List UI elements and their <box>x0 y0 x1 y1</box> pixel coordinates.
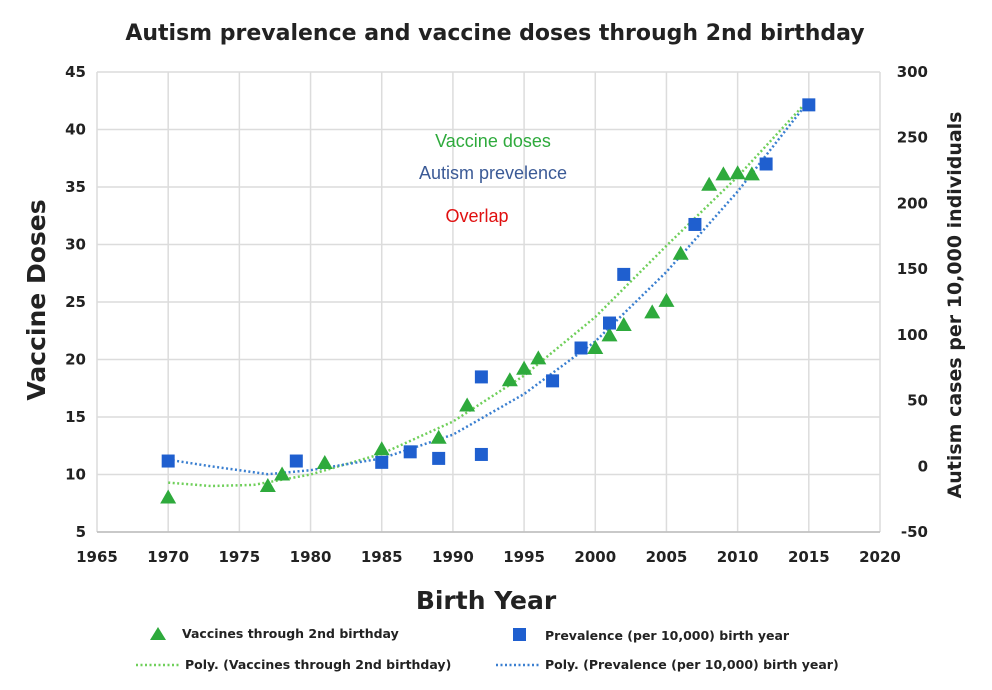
x-axis-title: Birth Year <box>416 586 557 615</box>
prevalence-point <box>759 157 773 171</box>
prevalence-point <box>546 374 560 388</box>
legend-item-poly-vaccines: Poly. (Vaccines through 2nd birthday) <box>136 657 451 672</box>
y-left-tick-label: 40 <box>65 121 86 139</box>
x-tick-label: 1965 <box>76 548 118 566</box>
y-right-tick-label: 50 <box>907 392 928 410</box>
x-tick-label: 1970 <box>147 548 189 566</box>
vaccine-point <box>274 466 291 481</box>
prevalence-point <box>289 454 303 468</box>
y-left-tick-label: 35 <box>65 178 86 196</box>
x-tick-label: 2020 <box>859 548 901 566</box>
y-right-tick-label: 150 <box>897 260 928 278</box>
trendline-vaccines <box>168 98 810 488</box>
trendline-prevalence-path <box>168 100 810 476</box>
prevalence-point <box>474 447 488 461</box>
prevalence-point <box>688 217 702 231</box>
x-tick-label: 1985 <box>361 548 403 566</box>
series-vaccines <box>160 165 760 504</box>
x-tick-label: 1980 <box>290 548 332 566</box>
vaccine-point <box>658 292 675 307</box>
prevalence-point <box>802 98 816 112</box>
y-left-tick-label: 5 <box>76 523 86 541</box>
legend-label-vaccines: Vaccines through 2nd birthday <box>182 626 399 641</box>
trendline-prevalence <box>168 100 810 476</box>
vaccine-point <box>501 372 518 387</box>
vaccine-point <box>587 340 604 354</box>
prevalence-point <box>474 370 488 384</box>
x-tick-label: 2000 <box>574 548 616 566</box>
vaccine-point <box>715 166 732 181</box>
y-left-tick-label: 15 <box>65 408 86 426</box>
chart-title: Autism prevalence and vaccine doses thro… <box>125 21 864 46</box>
vaccine-point <box>459 397 476 412</box>
legend-item-poly-prevalence: Poly. (Prevalence (per 10,000) birth yea… <box>496 657 839 672</box>
y-right-tick-label: -50 <box>901 523 928 541</box>
x-tick-label: 1975 <box>218 548 260 566</box>
prevalence-point <box>375 455 389 469</box>
prevalence-point <box>403 445 417 459</box>
vaccine-point <box>729 165 746 180</box>
y-axis-right: -50 0 50 100 150 200 250 300 <box>897 63 928 541</box>
vaccine-point <box>701 176 718 191</box>
vaccine-point <box>530 350 547 365</box>
prevalence-point <box>617 267 631 281</box>
trendline-vaccines-path <box>168 98 810 488</box>
y-right-tick-label: 100 <box>897 326 928 344</box>
legend-item-vaccines: Vaccines through 2nd birthday <box>150 626 399 641</box>
x-tick-label: 2010 <box>717 548 759 566</box>
prevalence-point <box>161 454 175 468</box>
vaccine-point <box>259 478 276 492</box>
legend-item-prevalence: Prevalence (per 10,000) birth year <box>513 628 790 643</box>
y-right-tick-label: 300 <box>897 63 928 81</box>
x-tick-label: 2005 <box>646 548 688 566</box>
y-right-tick-label: 250 <box>897 129 928 147</box>
y-left-tick-label: 45 <box>65 63 86 81</box>
legend-label-prevalence: Prevalence (per 10,000) birth year <box>545 628 790 643</box>
prevalence-point <box>603 316 617 330</box>
vaccine-point <box>672 245 689 260</box>
legend-label-poly-vaccines: Poly. (Vaccines through 2nd birthday) <box>185 657 451 672</box>
annotation-vaccine-doses: Vaccine doses <box>435 131 551 151</box>
y-right-tick-label: 0 <box>918 457 928 475</box>
prevalence-point <box>432 451 446 465</box>
vaccine-point <box>601 327 618 342</box>
vaccine-point <box>430 429 447 444</box>
vaccine-point <box>373 441 390 456</box>
annotation-overlap: Overlap <box>445 206 508 226</box>
legend-triangle-marker <box>150 627 166 640</box>
y-axis-right-title: Autism cases per 10,000 individuals <box>944 112 966 499</box>
vaccine-point <box>516 360 533 375</box>
y-axis-left: 5 10 15 20 25 30 35 40 45 <box>65 63 86 541</box>
y-left-tick-label: 30 <box>65 236 86 254</box>
legend-label-poly-prevalence: Poly. (Prevalence (per 10,000) birth yea… <box>545 657 839 672</box>
y-left-tick-label: 20 <box>65 351 86 369</box>
legend-square-marker <box>513 628 526 641</box>
prevalence-point <box>574 341 588 355</box>
legend: Vaccines through 2nd birthday Prevalence… <box>136 626 839 672</box>
x-tick-label: 2015 <box>788 548 830 566</box>
vaccine-point <box>615 317 632 331</box>
vaccine-point <box>743 166 760 181</box>
x-axis: 1965 1970 1975 1980 1985 1990 1995 2000 2005 2010… <box>76 531 901 566</box>
y-left-tick-label: 10 <box>65 466 86 484</box>
y-right-tick-label: 200 <box>897 194 928 212</box>
y-axis-left-title: Vaccine Doses <box>22 199 51 400</box>
vaccine-point <box>160 489 177 504</box>
x-tick-label: 1995 <box>503 548 545 566</box>
y-left-tick-label: 25 <box>65 293 86 311</box>
annotation-autism-prevalence: Autism prevelence <box>419 163 567 183</box>
vaccine-point <box>316 455 333 469</box>
vaccine-point <box>644 304 661 319</box>
x-tick-label: 1990 <box>432 548 474 566</box>
series-prevalence <box>161 98 816 469</box>
